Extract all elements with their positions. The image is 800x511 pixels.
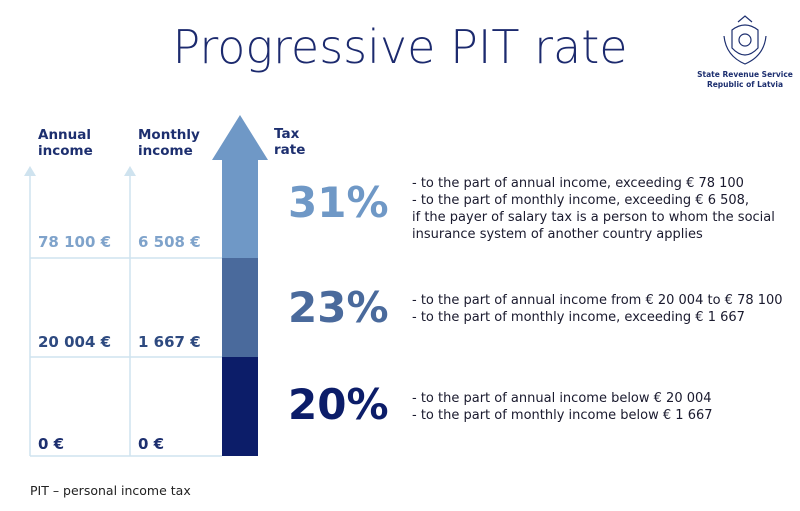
arrow-top xyxy=(212,115,268,258)
description-line: - to the part of annual income from € 20… xyxy=(412,293,783,308)
description-line: - to the part of monthly income, exceedi… xyxy=(412,310,745,325)
description-line: if the payer of salary tax is a person t… xyxy=(412,210,775,225)
column-header: Annual income xyxy=(38,127,93,159)
title: Progressive PIT rate xyxy=(172,20,628,74)
header-line: rate xyxy=(274,142,306,158)
arrow-head xyxy=(24,166,36,176)
crown xyxy=(737,15,753,23)
monthly-threshold: 6 508 € xyxy=(138,233,201,251)
header-line: Monthly xyxy=(138,127,200,143)
emblem xyxy=(723,15,767,65)
wreath xyxy=(723,35,767,65)
grid xyxy=(29,172,222,457)
column-header: Monthly income xyxy=(138,127,200,159)
annual-threshold: 20 004 € xyxy=(38,333,112,351)
sun xyxy=(738,33,752,47)
description-line: - to the part of monthly income, exceedi… xyxy=(412,193,750,208)
tax-rate: 31% xyxy=(288,178,389,227)
column-header: Tax rate xyxy=(274,126,305,158)
monthly-threshold: 1 667 € xyxy=(138,333,201,351)
footnote: PIT – personal income tax xyxy=(30,483,191,498)
logo-line: State Revenue Service xyxy=(697,70,793,79)
logo-line: Republic of Latvia xyxy=(706,80,784,89)
description-line: insurance system of another country appl… xyxy=(412,227,703,242)
tax-rate: 23% xyxy=(288,283,389,332)
header-line: Annual xyxy=(38,127,92,143)
arrow-head xyxy=(124,166,136,176)
monthly-threshold: 0 € xyxy=(138,435,165,453)
logo-text: State Revenue Service Republic of Latvia xyxy=(690,70,800,90)
header-line: income xyxy=(38,143,93,159)
shield xyxy=(731,24,759,56)
description-line: - to the part of annual income below € 2… xyxy=(412,391,712,406)
arrow-middle xyxy=(222,258,258,357)
description-line: - to the part of annual income, exceedin… xyxy=(412,176,744,191)
annual-threshold: 0 € xyxy=(38,435,65,453)
description-line: - to the part of monthly income below € … xyxy=(412,408,713,423)
annual-threshold: 78 100 € xyxy=(38,233,112,251)
arrow-bottom xyxy=(222,357,258,456)
header-line: income xyxy=(138,143,193,159)
tax-rate: 20% xyxy=(288,380,389,429)
header-line: Tax xyxy=(274,126,300,142)
